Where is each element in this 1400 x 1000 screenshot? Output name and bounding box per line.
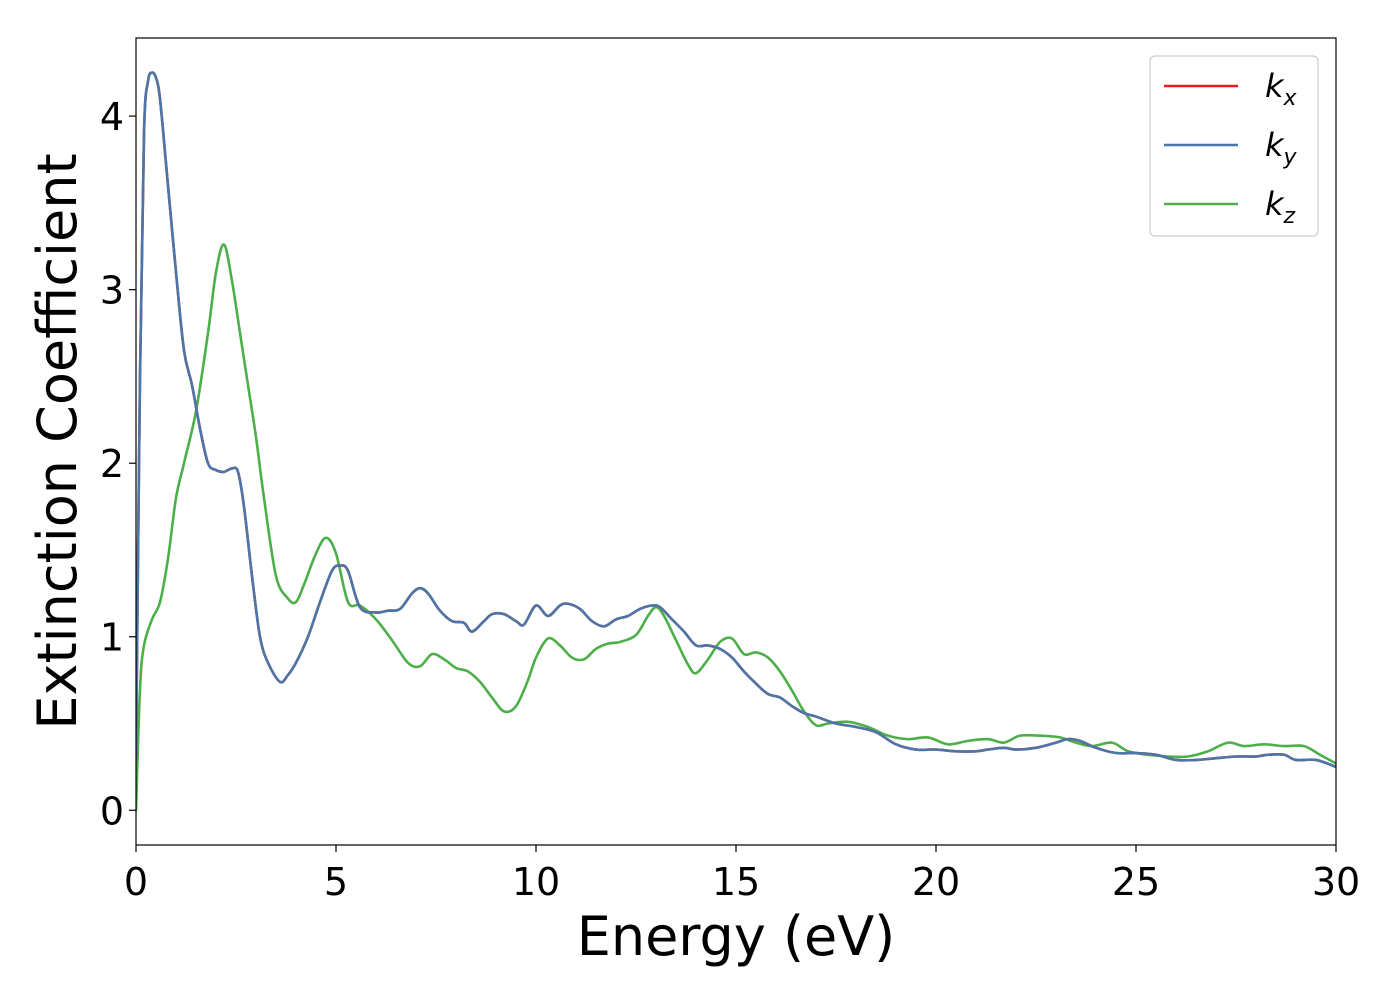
x-axis: 0 5 10 15 20 25 30: [124, 845, 1360, 904]
x-tick-label: 10: [512, 860, 560, 904]
series-layer: [136, 71, 1336, 812]
x-tick-label: 5: [324, 860, 348, 904]
legend-label-kx: kx: [1265, 67, 1298, 111]
y-axis: 0 1 2 3 4: [100, 95, 136, 833]
y-tick-label: 1: [100, 616, 124, 660]
y-tick-label: 0: [100, 789, 124, 833]
y-tick-label: 3: [100, 269, 124, 313]
x-tick-label: 15: [712, 860, 760, 904]
x-tick-label: 25: [1112, 860, 1160, 904]
x-tick-label: 0: [124, 860, 148, 904]
y-axis-title: Extinction Coefficient: [26, 153, 89, 729]
x-tick-label: 20: [912, 860, 960, 904]
y-tick-label: 4: [100, 95, 124, 139]
y-tick-label: 2: [100, 442, 124, 486]
legend: kx ky kz: [1149, 55, 1319, 237]
series-line-kz: [136, 243, 1336, 812]
legend-label-kz: kz: [1265, 185, 1296, 229]
x-axis-title: Energy (eV): [577, 905, 896, 968]
series-line-ky: [136, 71, 1336, 769]
x-tick-label: 30: [1312, 860, 1360, 904]
legend-label-ky: ky: [1265, 126, 1298, 170]
